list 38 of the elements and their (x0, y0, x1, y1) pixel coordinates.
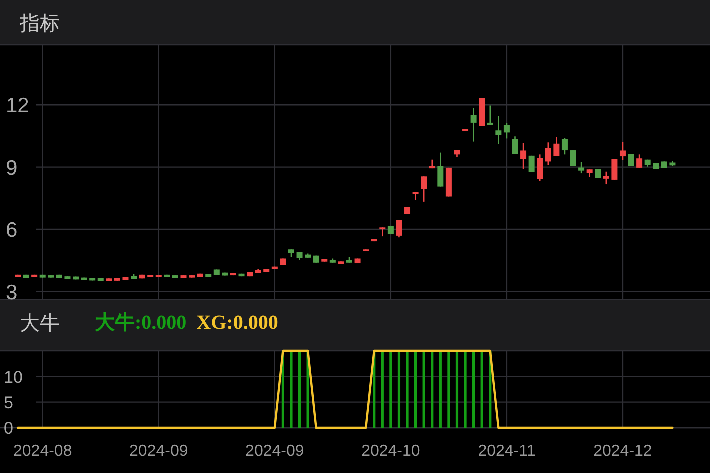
candlestick (562, 137, 568, 156)
candlestick (578, 161, 585, 174)
candlestick (612, 158, 618, 181)
candlestick (470, 107, 477, 142)
x-tick-label: 2024-11 (478, 443, 536, 460)
candlestick (603, 171, 610, 186)
candlestick (595, 168, 602, 179)
candlestick (520, 142, 527, 170)
y-tick-label: 10 (4, 368, 23, 387)
chart-title: 大牛 (20, 313, 60, 335)
x-tick-label: 2024-09 (246, 443, 304, 460)
candlestick (504, 122, 510, 140)
y-tick-label: 5 (4, 393, 14, 412)
chart-title: 指标 (19, 13, 60, 35)
x-tick-label: 2024-09 (130, 443, 188, 460)
series-label: XG:0.000 (196, 312, 278, 334)
x-tick-label: 2024-08 (14, 443, 72, 460)
candlestick (628, 153, 634, 167)
y-tick-label: 3 (6, 281, 18, 304)
y-tick-label: 6 (6, 219, 18, 242)
candlestick (512, 136, 518, 155)
y-tick-label: 12 (6, 94, 30, 118)
y-tick-label: 0 (4, 419, 14, 438)
candlestick (554, 136, 560, 157)
candlestick (636, 154, 643, 169)
candlestick (545, 142, 552, 166)
x-tick-label: 2024-12 (594, 443, 652, 460)
text: 大牛:0.000 (95, 312, 187, 334)
candlestick (620, 142, 626, 161)
candlestick (380, 226, 386, 238)
candlestick (537, 154, 544, 182)
candlestick (438, 152, 444, 188)
candlestick (421, 176, 428, 203)
candlestick (570, 150, 576, 167)
candlestick (496, 115, 502, 145)
candlestick (396, 220, 402, 238)
x-tick-label: 2024-10 (362, 443, 420, 460)
y-tick-label: 9 (6, 156, 18, 180)
